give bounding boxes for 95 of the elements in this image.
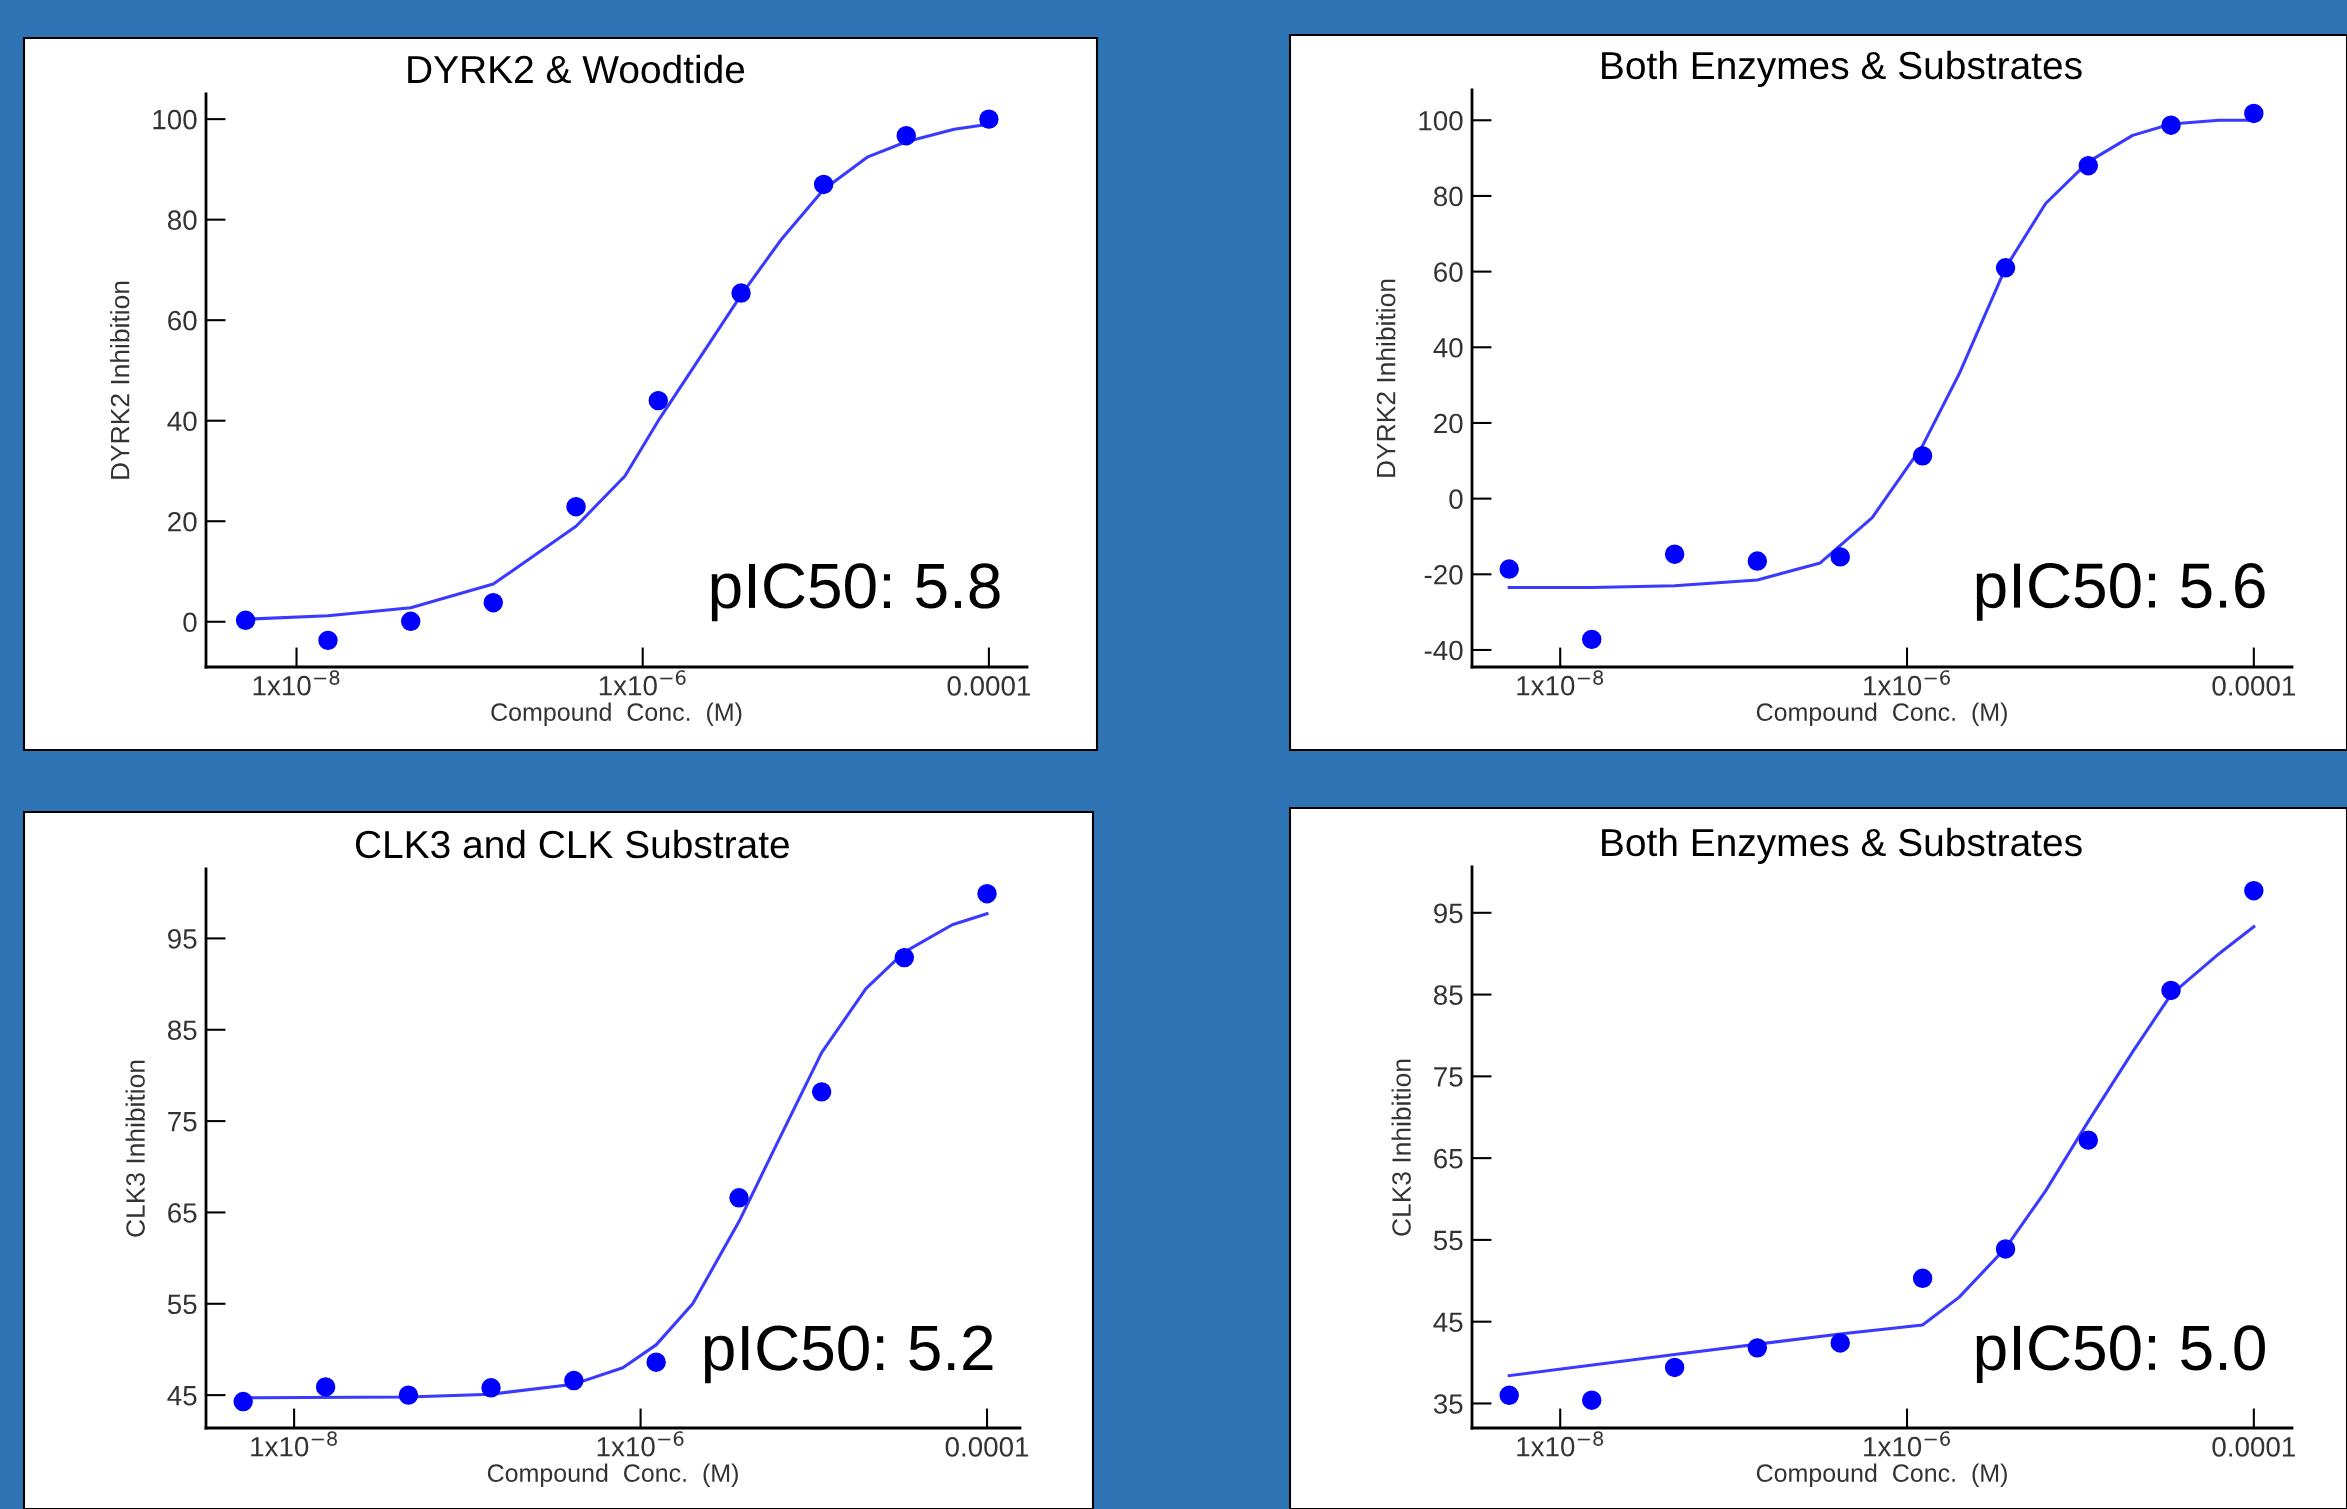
point xyxy=(1830,547,1850,567)
point xyxy=(1747,551,1768,571)
chart-title: DYRK2 & Woodtide xyxy=(408,54,745,84)
point xyxy=(811,1082,832,1102)
point xyxy=(566,496,586,517)
point xyxy=(2244,880,2264,901)
point xyxy=(1499,559,1519,579)
point xyxy=(1747,1338,1768,1358)
y-tick-label: 100 xyxy=(1419,110,1463,131)
point xyxy=(483,592,503,613)
x-tick-label: 0.0001 xyxy=(2212,676,2295,696)
y-tick-label: -20 xyxy=(1424,564,1463,585)
point xyxy=(398,1385,419,1405)
point xyxy=(646,1352,666,1372)
y-axis-title: CLK3 Inhibition xyxy=(1391,1059,1411,1236)
y-tick-label: 85 xyxy=(167,1020,197,1041)
y-axis-title: DYRK2 Inhibition xyxy=(1376,279,1396,477)
y-tick-label: 65 xyxy=(1434,1148,1463,1169)
x-axis-title: Compound Conc. (M) xyxy=(1756,702,2007,726)
x-axis-title: Compound Conc. (M) xyxy=(487,1463,738,1487)
point xyxy=(481,1378,501,1398)
point xyxy=(729,1188,749,1208)
x-tick-label: 1x10$^{−6}$ xyxy=(1864,670,1950,696)
point xyxy=(1664,1357,1685,1378)
point xyxy=(315,1377,336,1397)
point xyxy=(233,1391,253,1412)
y-tick-label: 60 xyxy=(168,310,197,331)
y-tick-label: 40 xyxy=(1433,337,1463,358)
point xyxy=(1912,446,1933,466)
point xyxy=(1830,1333,1850,1353)
point xyxy=(648,390,668,411)
y-tick-label: 20 xyxy=(168,511,197,532)
point xyxy=(2078,155,2099,176)
point xyxy=(1995,258,2016,278)
y-tick-label: 20 xyxy=(1434,413,1463,434)
y-tick-label: 45 xyxy=(1433,1312,1463,1333)
point xyxy=(731,283,751,303)
point xyxy=(318,630,338,651)
point xyxy=(1664,544,1685,564)
y-tick-label: -40 xyxy=(1424,640,1463,661)
y-tick-label: 95 xyxy=(1434,903,1463,924)
x-tick-label: 1x10$^{−6}$ xyxy=(1864,1431,1950,1457)
x-tick-label: 1x10$^{−8}$ xyxy=(1517,1431,1604,1457)
x-tick-label: 0.0001 xyxy=(947,676,1031,696)
y-axis-title: DYRK2 Inhibition xyxy=(110,281,130,479)
y-tick-label: 80 xyxy=(167,210,197,230)
point xyxy=(1912,1268,1933,1289)
annotation: pIC50: 5.8 xyxy=(711,563,1000,622)
point xyxy=(401,611,421,631)
x-tick-label: 0.0001 xyxy=(945,1437,1029,1457)
point xyxy=(2244,103,2264,124)
y-tick-label: 75 xyxy=(168,1112,197,1132)
y-tick-label: 55 xyxy=(167,1294,197,1315)
x-tick-label: 1x10$^{−8}$ xyxy=(1517,670,1604,696)
chart-title: Both Enzymes & Substrates xyxy=(1602,827,2082,864)
point xyxy=(2161,980,2181,1001)
x-tick-label: 1x10$^{−6}$ xyxy=(599,670,686,696)
point xyxy=(813,174,834,195)
point xyxy=(977,883,997,904)
point xyxy=(564,1370,584,1391)
y-tick-label: 95 xyxy=(168,929,197,949)
y-tick-label: 45 xyxy=(167,1386,197,1406)
y-tick-label: 0 xyxy=(1449,489,1463,509)
point xyxy=(2078,1130,2099,1150)
x-tick-label: 1x10$^{−8}$ xyxy=(251,1431,337,1457)
point xyxy=(235,610,256,630)
point xyxy=(896,125,916,146)
x-tick-label: 0.0001 xyxy=(2212,1437,2295,1457)
y-axis-title: CLK3 Inhibition xyxy=(125,1060,145,1237)
x-axis-title: Compound Conc. (M) xyxy=(1756,1463,2007,1487)
annotation: pIC50: 5.0 xyxy=(1976,1325,2265,1384)
point xyxy=(894,947,915,968)
chart-title: Both Enzymes & Substrates xyxy=(1602,50,2082,87)
y-tick-label: 75 xyxy=(1434,1067,1463,1087)
x-axis-title: Compound Conc. (M) xyxy=(491,702,742,726)
point xyxy=(979,109,999,129)
y-tick-label: 55 xyxy=(1433,1230,1463,1251)
point xyxy=(1582,1390,1602,1410)
y-tick-label: 85 xyxy=(1433,985,1463,1005)
y-tick-label: 80 xyxy=(1433,186,1463,207)
chart-title: CLK3 and CLK Substrate xyxy=(355,829,789,859)
annotation: pIC50: 5.2 xyxy=(704,1325,993,1384)
y-tick-label: 35 xyxy=(1433,1394,1463,1414)
point xyxy=(2161,115,2181,135)
point xyxy=(1499,1385,1519,1406)
point xyxy=(1582,629,1602,650)
x-tick-label: 1x10$^{−8}$ xyxy=(253,670,340,696)
y-tick-label: 40 xyxy=(167,411,197,432)
x-tick-label: 1x10$^{−6}$ xyxy=(597,1431,684,1457)
annotation: pIC50: 5.6 xyxy=(1976,562,2265,621)
y-tick-label: 65 xyxy=(168,1203,197,1223)
y-tick-label: 0 xyxy=(183,612,197,633)
y-tick-label: 60 xyxy=(1434,262,1463,282)
y-tick-label: 100 xyxy=(153,109,197,130)
point xyxy=(1995,1239,2016,1259)
